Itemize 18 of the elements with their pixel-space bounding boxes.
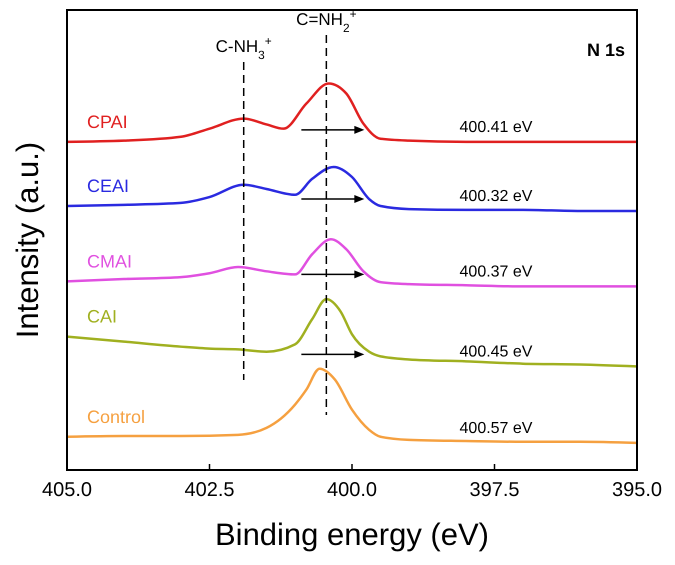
series-label: CPAI	[87, 112, 128, 132]
y-axis-title: Intensity (a.u.)	[10, 142, 45, 338]
x-tick-label: 405.0	[42, 479, 92, 501]
annotation: 400.37 eV	[460, 263, 533, 280]
annotation: 400.41 eV	[460, 118, 533, 136]
series-label: CAI	[87, 306, 118, 327]
x-tick-label: 397.5	[469, 479, 520, 501]
annotation: 400.57 eV	[460, 420, 533, 437]
series-label: CMAI	[87, 251, 132, 272]
annotation: 400.45 eV	[460, 343, 533, 360]
text: N 1s	[586, 40, 625, 60]
x-tick-label: 395.0	[612, 479, 662, 501]
x-axis-title: Binding energy (eV)	[215, 517, 489, 552]
x-tick-label: 400.0	[326, 479, 378, 501]
series-label: CEAI	[87, 176, 130, 196]
annotation: 400.32 eV	[460, 188, 533, 206]
x-tick-label: 402.5	[184, 479, 235, 501]
series-label: Control	[87, 406, 146, 427]
